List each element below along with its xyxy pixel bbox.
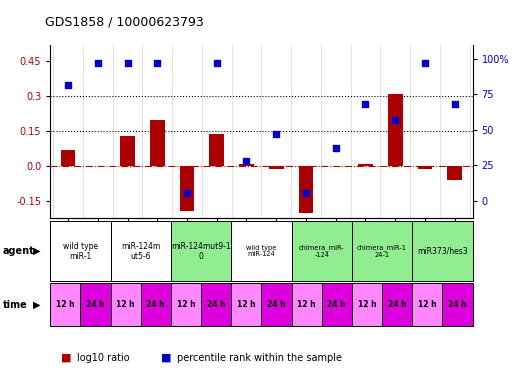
Bar: [61, 150, 76, 166]
Bar: [298, 166, 314, 213]
Text: agent: agent: [3, 246, 34, 256]
Point: [450, 101, 459, 107]
Point: [123, 60, 131, 66]
Point: [242, 158, 251, 164]
Text: 24 h: 24 h: [388, 300, 407, 309]
Text: ▶: ▶: [33, 300, 40, 310]
Bar: [447, 166, 462, 180]
Text: 12 h: 12 h: [116, 300, 135, 309]
Text: log10 ratio: log10 ratio: [77, 353, 129, 363]
Bar: [171, 221, 231, 281]
Text: chimera_miR-1
24-1: chimera_miR-1 24-1: [357, 244, 407, 258]
Text: 24 h: 24 h: [267, 300, 286, 309]
Bar: [352, 283, 382, 326]
Bar: [231, 283, 261, 326]
Point: [302, 190, 310, 196]
Bar: [120, 136, 135, 166]
Bar: [418, 166, 432, 168]
Point: [64, 82, 72, 88]
Bar: [180, 166, 194, 210]
Bar: [269, 166, 284, 168]
Bar: [50, 283, 80, 326]
Text: ■: ■: [161, 353, 172, 363]
Bar: [358, 164, 373, 166]
Text: 24 h: 24 h: [207, 300, 225, 309]
Bar: [201, 283, 231, 326]
Text: miR-124mut9-1
0: miR-124mut9-1 0: [171, 242, 231, 261]
Bar: [80, 283, 110, 326]
Bar: [171, 283, 201, 326]
Bar: [322, 283, 352, 326]
Bar: [140, 283, 171, 326]
Point: [93, 60, 102, 66]
Text: GDS1858 / 10000623793: GDS1858 / 10000623793: [45, 15, 204, 28]
Point: [361, 101, 370, 107]
Text: 12 h: 12 h: [357, 300, 376, 309]
Point: [391, 117, 400, 123]
Point: [212, 60, 221, 66]
Text: percentile rank within the sample: percentile rank within the sample: [177, 353, 342, 363]
Text: 24 h: 24 h: [146, 300, 165, 309]
Bar: [382, 283, 412, 326]
Text: 24 h: 24 h: [327, 300, 346, 309]
Text: 12 h: 12 h: [297, 300, 316, 309]
Text: 24 h: 24 h: [86, 300, 105, 309]
Bar: [352, 221, 412, 281]
Bar: [110, 283, 140, 326]
Point: [421, 60, 429, 66]
Bar: [442, 283, 473, 326]
Bar: [412, 283, 442, 326]
Text: ▶: ▶: [33, 246, 40, 256]
Text: wild type
miR-1: wild type miR-1: [63, 242, 98, 261]
Text: 24 h: 24 h: [448, 300, 467, 309]
Text: time: time: [3, 300, 27, 310]
Bar: [209, 134, 224, 166]
Text: 12 h: 12 h: [237, 300, 256, 309]
Point: [272, 131, 280, 137]
Bar: [388, 94, 403, 166]
Text: 12 h: 12 h: [418, 300, 437, 309]
Bar: [150, 120, 165, 166]
Text: wild type
miR-124: wild type miR-124: [246, 245, 277, 258]
Point: [183, 190, 191, 196]
Text: 12 h: 12 h: [177, 300, 195, 309]
Point: [153, 60, 162, 66]
Bar: [261, 283, 291, 326]
Bar: [291, 283, 322, 326]
Bar: [110, 221, 171, 281]
Text: miR373/hes3: miR373/hes3: [417, 247, 468, 256]
Point: [332, 145, 340, 151]
Text: 12 h: 12 h: [56, 300, 74, 309]
Bar: [291, 221, 352, 281]
Text: ■: ■: [61, 353, 71, 363]
Bar: [239, 164, 254, 166]
Bar: [50, 221, 110, 281]
Bar: [412, 221, 473, 281]
Text: chimera_miR-
-124: chimera_miR- -124: [299, 244, 345, 258]
Bar: [231, 221, 291, 281]
Text: miR-124m
ut5-6: miR-124m ut5-6: [121, 242, 161, 261]
